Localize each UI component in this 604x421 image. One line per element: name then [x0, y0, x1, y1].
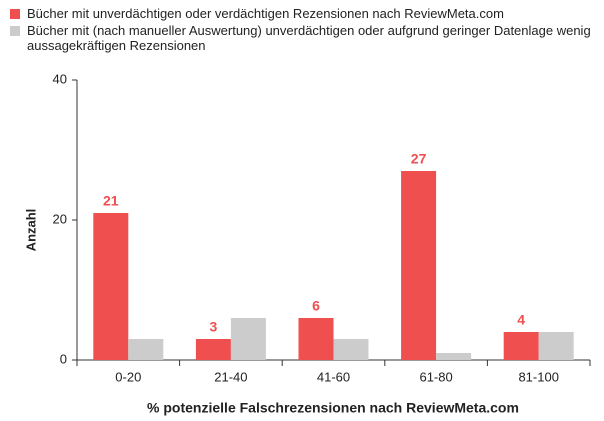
x-tick-label: 21-40 — [214, 369, 247, 384]
bar — [93, 213, 129, 360]
x-tick-label: 61-80 — [419, 369, 452, 384]
bar — [436, 353, 472, 360]
x-tick-label: 81-100 — [518, 369, 558, 384]
bar — [298, 318, 334, 360]
value-label: 21 — [103, 193, 119, 209]
y-tick-label: 0 — [60, 351, 67, 366]
legend: Bücher mit unverdächtigen oder verdächti… — [10, 6, 600, 55]
value-label: 6 — [312, 298, 320, 314]
legend-item: Bücher mit (nach manueller Auswertung) u… — [10, 23, 600, 53]
legend-swatch — [10, 26, 20, 36]
bar — [230, 318, 266, 360]
legend-label: Bücher mit (nach manueller Auswertung) u… — [27, 23, 591, 53]
x-tick-label: 0-20 — [115, 369, 141, 384]
value-label: 27 — [411, 151, 427, 167]
bar — [401, 171, 437, 360]
y-tick-label: 40 — [53, 71, 67, 86]
y-tick-label: 20 — [53, 211, 67, 226]
bar — [333, 339, 369, 360]
x-axis-label: % potenzielle Falschrezensionen nach Rev… — [147, 400, 519, 416]
legend-item: Bücher mit unverdächtigen oder verdächti… — [10, 6, 600, 21]
y-axis-label: Anzahl — [23, 209, 38, 252]
x-tick-label: 41-60 — [317, 369, 350, 384]
legend-swatch — [10, 9, 20, 19]
bar — [195, 339, 231, 360]
bar — [128, 339, 164, 360]
legend-label: Bücher mit unverdächtigen oder verdächti… — [27, 6, 504, 21]
bar — [538, 332, 574, 360]
value-label: 4 — [517, 312, 525, 328]
value-label: 3 — [210, 319, 218, 335]
bar — [503, 332, 539, 360]
